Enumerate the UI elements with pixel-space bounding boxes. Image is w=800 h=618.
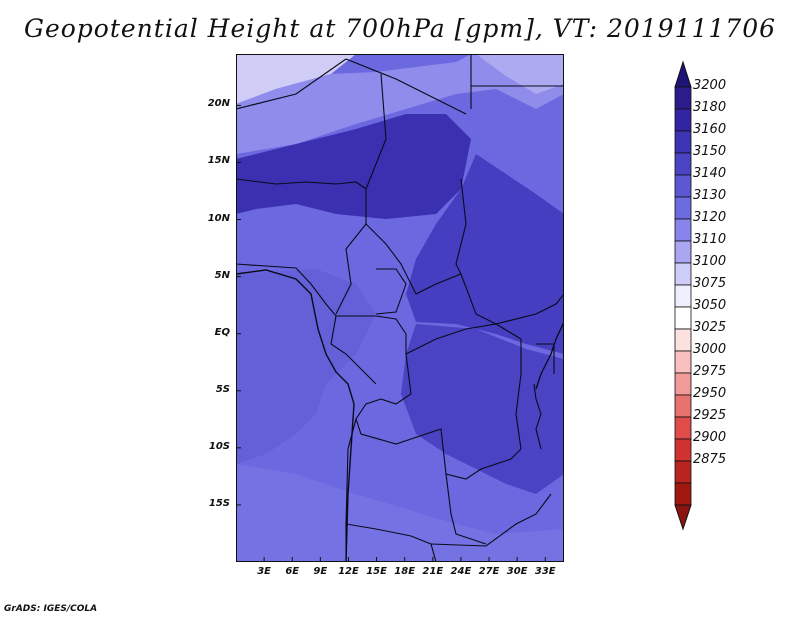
lon-tick-label: 15E [366,566,387,577]
lat-tick-label: 10N [207,212,230,224]
lon-tick-label: 33E [534,566,556,577]
coastline-atlantic [236,269,355,562]
colorbar-label: 3130 [693,188,727,203]
colorbar-swatch [674,306,692,330]
colorbar-swatch [674,130,692,154]
colorbar-label: 3150 [693,144,727,159]
lat-tick-label: 20N [207,98,230,110]
field-congo-basin [401,324,564,494]
colorbar-label: 3200 [693,78,727,93]
field-atlantic-west [236,269,376,464]
lat-tick-label: 15S [208,497,230,509]
lon-tick-label: 6E [285,566,300,577]
field-deep-sahel [236,114,471,219]
chart-title: Geopotential Height at 700hPa [gpm], VT:… [23,14,777,43]
lon-tick-label: 21E [422,566,444,577]
lat-tick-label: EQ [214,326,230,338]
lon-tick-label: 3E [257,566,271,577]
lat-tick-label: 15N [207,155,230,167]
colorbar-label: 2950 [693,386,727,401]
colorbar-top-arrow [674,60,692,88]
coastline-lake [535,321,564,390]
colorbar-swatch [674,152,692,176]
field-high-nw [236,54,356,104]
map-canvas [236,54,564,562]
lon-tick-label: 30E [506,566,528,577]
colorbar [674,60,692,531]
colorbar-label: 2975 [693,364,727,379]
colorbar-label: 3075 [693,276,727,291]
colorbar-label: 3160 [693,122,727,137]
colorbar-swatch [674,460,692,484]
lon-tick-label: 9E [313,566,328,577]
lon-tick-label: 12E [338,566,359,577]
colorbar-swatch [674,108,692,132]
colorbar-swatch [674,284,692,308]
lat-tick-marks [236,104,241,506]
lon-tick-label: 27E [478,566,500,577]
map-frame [236,54,564,562]
colorbar-label: 3025 [693,320,727,335]
colorbar-swatch [674,262,692,286]
colorbar-swatch [674,218,692,242]
colorbar-swatch [674,416,692,440]
colorbar-label: 3180 [693,100,727,115]
colorbar-swatch [674,350,692,374]
colorbar-label: 3140 [693,166,727,181]
map-panel [236,54,564,562]
colorbar-swatch [674,328,692,352]
colorbar-swatch [674,482,692,506]
colorbar-label: 3050 [693,298,727,313]
colorbar-swatch [674,196,692,220]
lat-tick-label: 10S [208,440,230,452]
colorbar-label: 2900 [693,430,727,445]
colorbar-swatch [674,394,692,418]
field-central-high [406,154,564,354]
colorbar-swatch [674,372,692,396]
colorbar-swatch [674,240,692,264]
colorbar-label: 3100 [693,254,727,269]
field-light-ne [476,54,564,94]
colorbar-label: 3110 [693,232,727,247]
lat-tick-label: 5N [214,269,230,281]
lon-tick-marks [263,557,546,562]
colorbar-swatch [674,174,692,198]
colorbar-swatch [674,438,692,462]
colorbar-label: 3120 [693,210,727,225]
lat-tick-label: 5S [215,383,230,395]
lon-tick-label: 24E [450,566,472,577]
country-borders [236,54,564,562]
colorbar-label: 2875 [693,452,727,467]
lon-tick-label: 18E [394,566,416,577]
field-south-band [236,464,564,562]
colorbar-swatch [674,86,692,110]
colorbar-bottom-arrow [674,504,692,531]
colorbar-label: 2925 [693,408,727,423]
colorbar-label: 3000 [693,342,727,357]
credit-text: GrADS: IGES/COLA [4,604,98,614]
